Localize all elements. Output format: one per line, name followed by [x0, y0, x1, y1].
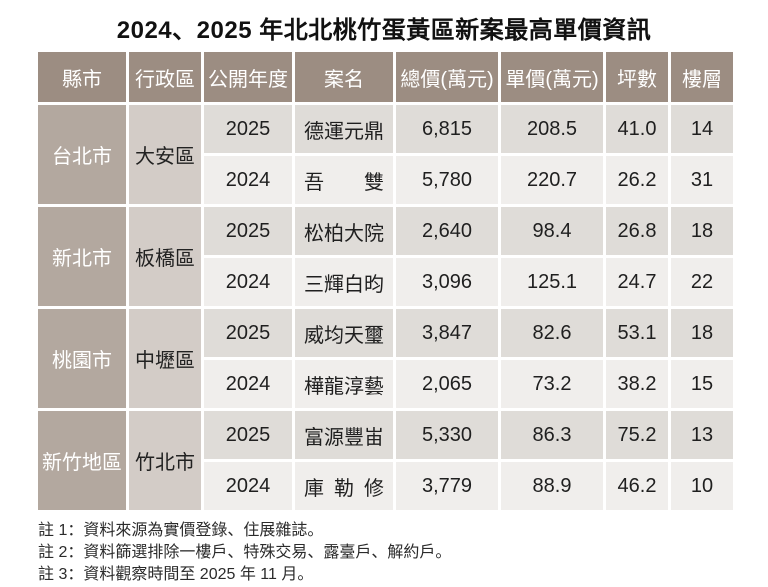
total-price-cell: 3,847 — [396, 309, 498, 357]
footnote-3: 註 3：資料觀察時間至 2025 年 11 月。 — [38, 566, 314, 583]
table-row: 新北市 板橋區 2025 松柏大院 2,640 98.4 26.8 18 — [38, 207, 733, 306]
ping-cell: 26.2 — [606, 156, 668, 204]
year-cell: 2025 — [204, 309, 292, 357]
project-name-cell: 松柏大院 — [295, 207, 393, 255]
col-header-floor: 樓層 — [671, 52, 733, 102]
total-price-cell: 5,330 — [396, 411, 498, 459]
table-row: 2024 三輝白昀 3,096 125.1 24.7 22 — [38, 258, 733, 306]
ping-cell: 24.7 — [606, 258, 668, 306]
col-header-year: 公開年度 — [204, 52, 292, 102]
table-row: 桃園市 中壢區 2025 威均天璽 3,847 82.6 53.1 18 — [38, 309, 733, 408]
floor-cell: 31 — [671, 156, 733, 204]
total-price-cell: 5,780 — [396, 156, 498, 204]
county-cell: 台北市 — [38, 105, 126, 204]
unit-price-cell: 82.6 — [501, 309, 603, 357]
year-cell: 2024 — [204, 258, 292, 306]
table-row: 新竹地區 竹北市 2025 富源豐峀 5,330 86.3 75.2 13 — [38, 411, 733, 510]
unit-price-cell: 125.1 — [501, 258, 603, 306]
project-name-cell: 威均天璽 — [295, 309, 393, 357]
unit-price-cell: 220.7 — [501, 156, 603, 204]
year-cell: 2025 — [204, 411, 292, 459]
unit-price-cell: 86.3 — [501, 411, 603, 459]
total-price-cell: 3,096 — [396, 258, 498, 306]
ping-cell: 46.2 — [606, 462, 668, 510]
floor-cell: 13 — [671, 411, 733, 459]
floor-cell: 15 — [671, 360, 733, 408]
year-cell: 2024 — [204, 462, 292, 510]
unit-price-cell: 88.9 — [501, 462, 603, 510]
col-header-district: 行政區 — [129, 52, 201, 102]
floor-cell: 22 — [671, 258, 733, 306]
footnote-1: 註 1：資料來源為實價登錄、住展雜誌。 — [38, 522, 324, 539]
page-title: 2024、2025 年北北桃竹蛋黃區新案最高單價資訊 — [116, 17, 652, 44]
district-cell: 中壢區 — [129, 309, 201, 408]
project-name-cell: 富源豐峀 — [295, 411, 393, 459]
total-price-cell: 2,065 — [396, 360, 498, 408]
ping-cell: 75.2 — [606, 411, 668, 459]
total-price-cell: 2,640 — [396, 207, 498, 255]
col-header-unit-price: 單價(萬元) — [501, 52, 603, 102]
header-row: 縣市 行政區 公開年度 案名 總價(萬元) 單價(萬元) 坪數 樓層 — [38, 52, 733, 102]
col-header-total-price: 總價(萬元) — [396, 52, 498, 102]
county-cell: 新北市 — [38, 207, 126, 306]
price-table: 縣市 行政區 公開年度 案名 總價(萬元) 單價(萬元) 坪數 樓層 台北市 大… — [35, 49, 736, 513]
year-cell: 2024 — [204, 360, 292, 408]
ping-cell: 26.8 — [606, 207, 668, 255]
year-cell: 2024 — [204, 156, 292, 204]
project-name-cell: 庫勒修 — [295, 462, 393, 510]
unit-price-cell: 208.5 — [501, 105, 603, 153]
unit-price-cell: 98.4 — [501, 207, 603, 255]
table-row: 台北市 大安區 2025 德運元鼎 6,815 208.5 41.0 14 — [38, 105, 733, 204]
table-row: 2024 樺龍淳藝 2,065 73.2 38.2 15 — [38, 360, 733, 408]
total-price-cell: 6,815 — [396, 105, 498, 153]
floor-cell: 18 — [671, 207, 733, 255]
district-cell: 大安區 — [129, 105, 201, 204]
year-cell: 2025 — [204, 105, 292, 153]
floor-cell: 14 — [671, 105, 733, 153]
col-header-name: 案名 — [295, 52, 393, 102]
ping-cell: 41.0 — [606, 105, 668, 153]
project-name-cell: 吾雙 — [295, 156, 393, 204]
county-cell: 新竹地區 — [38, 411, 126, 510]
col-header-ping: 坪數 — [606, 52, 668, 102]
project-name-cell: 德運元鼎 — [295, 105, 393, 153]
district-cell: 竹北市 — [129, 411, 201, 510]
table-row: 2024 吾雙 5,780 220.7 26.2 31 — [38, 156, 733, 204]
total-price-cell: 3,779 — [396, 462, 498, 510]
ping-cell: 53.1 — [606, 309, 668, 357]
col-header-county: 縣市 — [38, 52, 126, 102]
floor-cell: 18 — [671, 309, 733, 357]
district-cell: 板橋區 — [129, 207, 201, 306]
floor-cell: 10 — [671, 462, 733, 510]
unit-price-cell: 73.2 — [501, 360, 603, 408]
project-name-cell: 樺龍淳藝 — [295, 360, 393, 408]
ping-cell: 38.2 — [606, 360, 668, 408]
table-row: 2024 庫勒修 3,779 88.9 46.2 10 — [38, 462, 733, 510]
footnotes: 註 1：資料來源為實價登錄、住展雜誌。 註 2：資料篩選排除一樓戶、特殊交易、露… — [38, 520, 768, 586]
footnote-2: 註 2：資料篩選排除一樓戶、特殊交易、露臺戶、解約戶。 — [38, 544, 452, 561]
year-cell: 2025 — [204, 207, 292, 255]
project-name-cell: 三輝白昀 — [295, 258, 393, 306]
county-cell: 桃園市 — [38, 309, 126, 408]
